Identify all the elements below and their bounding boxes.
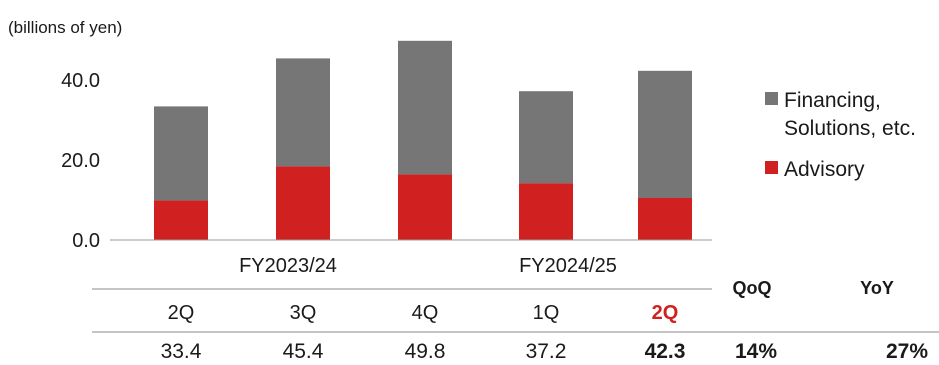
legend: Financing, Solutions, etc. Advisory	[765, 89, 916, 181]
total-value: 49.8	[405, 340, 446, 363]
yoy-value: 27%	[886, 340, 928, 363]
qoq-value: 14%	[735, 340, 777, 363]
y-tick-label: 20.0	[61, 150, 100, 172]
bar-segment-financing	[519, 91, 573, 184]
total-value: 33.4	[161, 340, 202, 363]
category-label: 4Q	[412, 302, 439, 324]
unit-label: (billions of yen)	[8, 18, 122, 37]
fy-label-2024: FY2024/25	[519, 255, 617, 277]
bars	[154, 40, 692, 240]
total-value: 42.3	[645, 340, 686, 363]
y-tick-label: 40.0	[61, 70, 100, 92]
y-axis: 0.0 20.0 40.0	[61, 70, 100, 252]
legend-label-financing-line2: Solutions, etc.	[784, 117, 916, 140]
fy-label-2023: FY2023/24	[239, 255, 337, 277]
category-label: 2Q	[168, 302, 195, 324]
bar-segment-financing	[398, 40, 452, 175]
bar-segment-advisory	[154, 200, 208, 240]
legend-label-advisory: Advisory	[784, 158, 865, 181]
legend-swatch-financing	[765, 92, 778, 105]
qoq-header: QoQ	[733, 278, 772, 298]
bar-segment-financing	[276, 58, 330, 167]
bar-segment-financing	[154, 106, 208, 201]
category-label: 3Q	[290, 302, 317, 324]
category-label: 2Q	[652, 302, 679, 324]
total-value: 45.4	[283, 340, 324, 363]
legend-swatch-advisory	[765, 161, 778, 174]
bar-segment-advisory	[276, 166, 330, 240]
data-table: 2Q 33.4 3Q 45.4 4Q 49.8 1Q 37.2 2Q 42.3	[161, 302, 686, 363]
bar-segment-advisory	[398, 174, 452, 240]
total-value: 37.2	[526, 340, 567, 363]
bar-segment-advisory	[519, 183, 573, 240]
category-label: 1Q	[533, 302, 560, 324]
legend-label-financing-line1: Financing,	[784, 89, 881, 112]
bar-segment-financing	[638, 70, 692, 198]
yoy-header: YoY	[860, 278, 894, 298]
bar-segment-advisory	[638, 198, 692, 240]
y-tick-label: 0.0	[72, 230, 100, 252]
